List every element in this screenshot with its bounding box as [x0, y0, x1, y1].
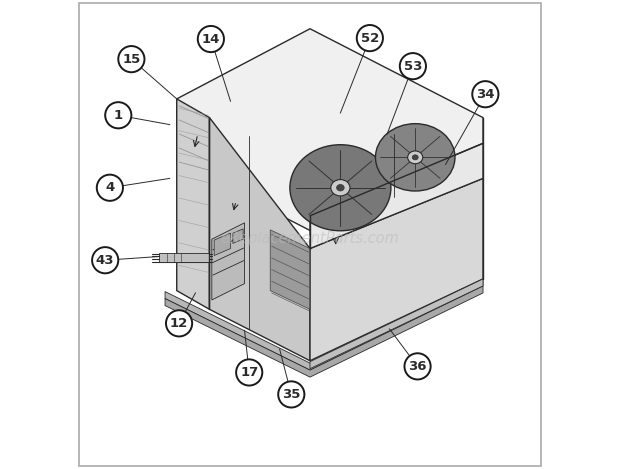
Circle shape: [236, 359, 262, 386]
Circle shape: [356, 25, 383, 51]
Text: 43: 43: [96, 254, 115, 267]
Text: 53: 53: [404, 60, 422, 73]
Ellipse shape: [331, 180, 350, 196]
Ellipse shape: [337, 184, 344, 191]
Circle shape: [198, 26, 224, 52]
Circle shape: [97, 174, 123, 201]
Text: 14: 14: [202, 32, 220, 45]
Text: 52: 52: [361, 31, 379, 45]
Circle shape: [278, 381, 304, 408]
Circle shape: [400, 53, 426, 79]
Text: 4: 4: [105, 181, 115, 194]
Circle shape: [118, 46, 144, 72]
Text: 35: 35: [282, 388, 301, 401]
Polygon shape: [214, 233, 231, 256]
Ellipse shape: [290, 145, 391, 231]
Circle shape: [166, 310, 192, 336]
Ellipse shape: [408, 151, 423, 164]
Text: 1: 1: [113, 109, 123, 122]
Polygon shape: [270, 230, 310, 310]
Ellipse shape: [412, 155, 418, 160]
Ellipse shape: [376, 124, 455, 191]
Text: 12: 12: [170, 317, 188, 330]
Text: 34: 34: [476, 88, 495, 101]
Polygon shape: [165, 286, 483, 377]
Polygon shape: [310, 144, 483, 249]
Polygon shape: [310, 279, 483, 369]
Polygon shape: [233, 229, 243, 243]
Circle shape: [105, 102, 131, 129]
Circle shape: [92, 247, 118, 273]
Polygon shape: [212, 223, 244, 300]
Polygon shape: [159, 253, 210, 262]
Polygon shape: [177, 99, 210, 310]
Polygon shape: [165, 280, 483, 370]
Text: eReplacementParts.com: eReplacementParts.com: [221, 231, 399, 246]
Polygon shape: [310, 178, 483, 361]
Text: 36: 36: [409, 360, 427, 373]
Polygon shape: [210, 118, 310, 361]
Circle shape: [404, 353, 431, 379]
Polygon shape: [177, 29, 483, 251]
Text: 17: 17: [240, 366, 259, 379]
Circle shape: [472, 81, 498, 107]
Text: 15: 15: [122, 53, 141, 66]
